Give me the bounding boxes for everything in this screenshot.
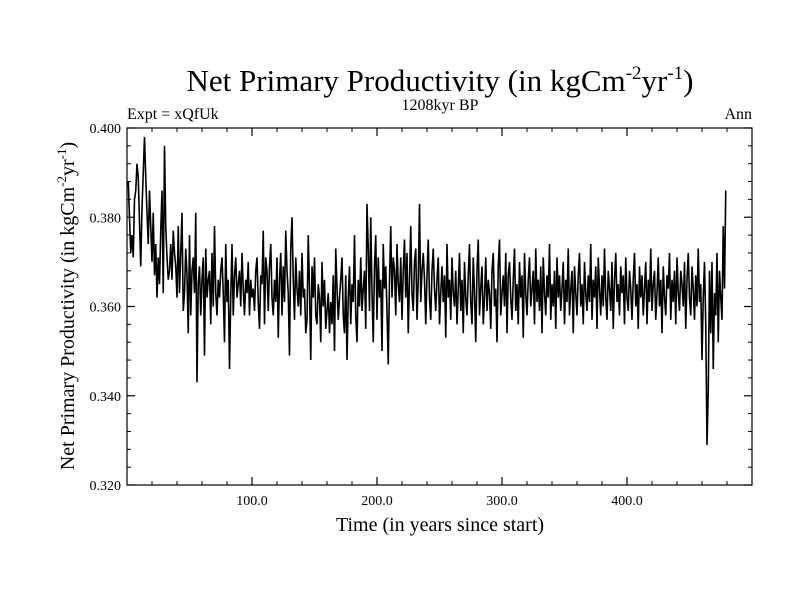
- y-tick-label: 0.340: [90, 390, 122, 405]
- y-tick-label: 0.380: [90, 211, 122, 226]
- y-tick-label: 0.400: [90, 122, 122, 137]
- subtitle-right: Ann: [724, 106, 752, 123]
- x-tick-label: 100.0: [236, 494, 268, 509]
- chart-title: Net Primary Productivity (in kgCm-2yr-1): [187, 63, 694, 98]
- subtitle-center: 1208kyr BP: [402, 97, 479, 114]
- series-line: [127, 136, 727, 445]
- y-tick-label: 0.320: [90, 479, 122, 494]
- y-tick-label: 0.360: [90, 301, 122, 316]
- x-axis: 100.0 200.0 300.0 400.0: [151, 128, 728, 509]
- x-tick-label: 200.0: [361, 494, 393, 509]
- x-tick-label: 300.0: [486, 494, 518, 509]
- x-axis-label: Time (in years since start): [336, 514, 544, 536]
- subtitle-left: Expt = xQfUk: [127, 106, 219, 123]
- y-axis: 0.320 0.340 0.360 0.380 0.400: [90, 122, 752, 494]
- x-tick-label: 400.0: [611, 494, 643, 509]
- y-axis-label: Net Primary Productivity (in kgCm-2yr-1): [54, 142, 79, 470]
